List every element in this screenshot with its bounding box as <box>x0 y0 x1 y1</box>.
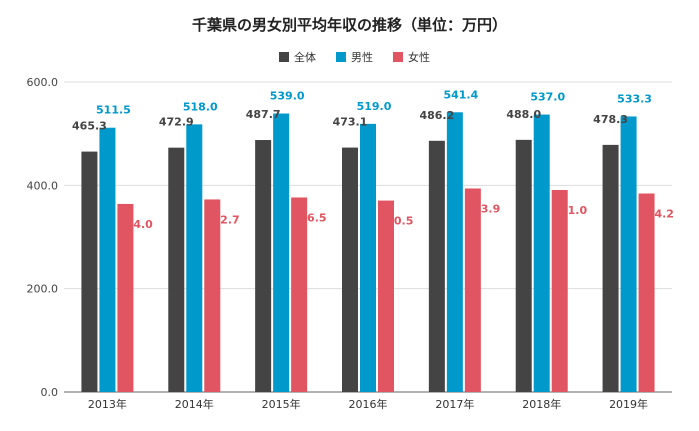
x-tick-label-2: 2015年 <box>262 397 301 411</box>
data-label-2-3: 370.5 <box>379 215 414 228</box>
chart-title: 千葉県の男女別平均年収の推移（単位：万円） <box>192 16 507 34</box>
data-label-1-2: 539.0 <box>270 90 305 103</box>
bar-2-5 <box>551 189 568 392</box>
bar-1-3 <box>360 123 376 392</box>
bar-2-1 <box>204 199 221 392</box>
bar-0-4 <box>428 140 445 392</box>
bar-0-6 <box>602 144 619 392</box>
data-label-0-2: 487.7 <box>246 108 281 121</box>
legend-swatch-0 <box>279 52 289 62</box>
data-label-1-1: 518.0 <box>183 100 218 113</box>
bar-2-4 <box>464 188 481 392</box>
bar-1-6 <box>620 116 637 392</box>
x-tick-label-5: 2018年 <box>522 397 561 411</box>
bar-0-2 <box>255 140 272 392</box>
bar-0-1 <box>168 147 185 392</box>
bar-0-5 <box>515 139 532 392</box>
bar-1-5 <box>533 114 550 393</box>
y-tick-label-1: 200.0 <box>27 283 59 296</box>
data-label-1-3: 519.0 <box>357 100 392 113</box>
bar-2-3 <box>378 200 394 392</box>
bar-0-3 <box>342 147 358 392</box>
y-tick-label-2: 400.0 <box>27 179 59 192</box>
data-label-0-4: 486.2 <box>419 109 454 122</box>
bar-1-2 <box>273 113 290 393</box>
bar-0-0 <box>81 151 98 392</box>
legend-label-2: 女性 <box>408 50 430 64</box>
x-axis: 2013年 2014年 2015年 2016年 2017年 2018年 2019年 <box>88 397 648 411</box>
legend-swatch-1 <box>336 52 346 62</box>
data-label-1-6: 533.3 <box>617 92 652 105</box>
data-labels: 465.3 511.5 364.0 472.9 518.0 372.7 487.7 539.0… <box>72 88 674 231</box>
y-tick-label-0: 0.0 <box>41 386 59 399</box>
bar-1-0 <box>99 127 116 392</box>
data-label-0-1: 472.9 <box>159 116 194 129</box>
data-label-2-0: 364.0 <box>118 218 153 231</box>
y-axis: 0.0 200.0 400.0 600.0 <box>27 76 59 399</box>
data-label-0-3: 473.1 <box>333 116 368 129</box>
legend-swatch-2 <box>393 52 403 62</box>
bar-2-2 <box>291 197 308 392</box>
data-label-1-4: 541.4 <box>443 88 478 101</box>
bar-2-0 <box>117 203 134 392</box>
bar-1-1 <box>186 124 203 392</box>
x-tick-label-3: 2016年 <box>349 397 388 411</box>
x-tick-label-4: 2017年 <box>435 397 474 411</box>
data-label-0-0: 465.3 <box>72 120 107 133</box>
data-label-0-5: 488.0 <box>506 108 541 121</box>
bar-1-4 <box>446 112 463 392</box>
bar-2-6 <box>638 193 655 392</box>
data-label-1-5: 537.0 <box>530 91 565 104</box>
x-tick-label-6: 2019年 <box>609 397 648 411</box>
x-tick-label-0: 2013年 <box>88 397 127 411</box>
data-label-0-6: 478.3 <box>593 113 628 126</box>
data-label-2-1: 372.7 <box>205 213 240 226</box>
y-tick-label-3: 600.0 <box>27 76 59 89</box>
data-label-2-5: 391.0 <box>552 204 587 217</box>
legend: 全体 男性 女性 <box>279 50 430 64</box>
data-label-2-2: 376.5 <box>292 211 327 224</box>
data-label-2-6: 384.2 <box>639 207 674 220</box>
data-label-2-4: 393.9 <box>465 202 500 215</box>
data-label-1-0: 511.5 <box>96 104 131 117</box>
bars <box>81 112 655 393</box>
legend-label-1: 男性 <box>351 50 373 64</box>
x-tick-label-1: 2014年 <box>175 397 214 411</box>
legend-label-0: 全体 <box>294 50 316 64</box>
